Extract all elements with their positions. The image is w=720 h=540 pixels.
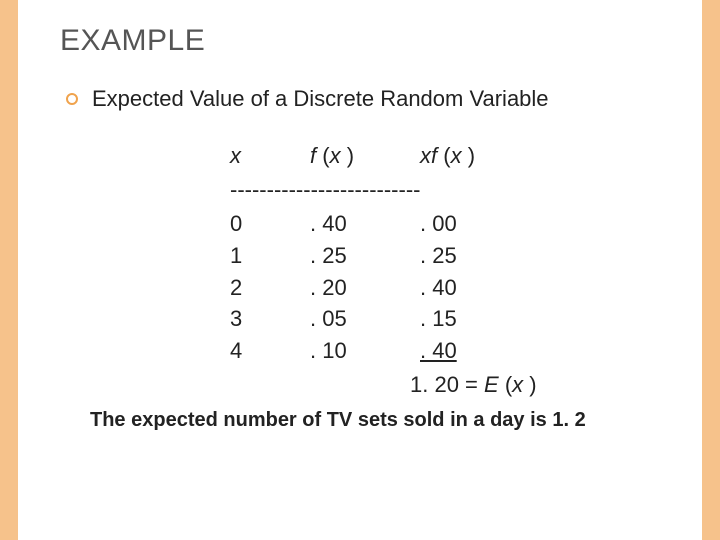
- cell-x: 4: [230, 335, 310, 367]
- result-text: 1. 20 = E (x ): [410, 369, 537, 401]
- result-row: 1. 20 = E (x ): [230, 369, 660, 401]
- table-row: 1 . 25 . 25: [230, 240, 660, 272]
- header-xfx-x1: x: [420, 143, 431, 168]
- result-pc: ): [523, 372, 536, 397]
- cell-xfx: . 40: [420, 335, 540, 367]
- content-area: EXAMPLE Expected Value of a Discrete Ran…: [60, 24, 660, 432]
- decor-stripe-right: [702, 0, 720, 540]
- header-fx-po: (: [316, 143, 329, 168]
- bullet-icon: [66, 93, 78, 105]
- slide-title: EXAMPLE: [60, 24, 660, 58]
- header-fx-x: x: [330, 143, 341, 168]
- cell-fx: . 05: [310, 303, 420, 335]
- result-po: (: [499, 372, 512, 397]
- header-xfx-pc: ): [462, 143, 475, 168]
- cell-xfx: . 15: [420, 303, 540, 335]
- result-E: E: [484, 372, 499, 397]
- cell-x: 1: [230, 240, 310, 272]
- cell-fx: . 20: [310, 272, 420, 304]
- table-header-row: x f (x ) xf (x ): [230, 140, 660, 172]
- bullet-row: Expected Value of a Discrete Random Vari…: [66, 86, 660, 112]
- table-divider: --------------------------: [230, 174, 660, 206]
- cell-fx: . 25: [310, 240, 420, 272]
- table-row: 4 . 10 . 40: [230, 335, 660, 367]
- header-fx-pc: ): [341, 143, 354, 168]
- table-row: 2 . 20 . 40: [230, 272, 660, 304]
- cell-x: 0: [230, 208, 310, 240]
- header-x-var: x: [230, 143, 241, 168]
- header-xfx-x2: x: [451, 143, 462, 168]
- ev-table: x f (x ) xf (x ) -----------------------…: [230, 140, 660, 401]
- header-xfx-po: (: [437, 143, 450, 168]
- slide: EXAMPLE Expected Value of a Discrete Ran…: [0, 0, 720, 540]
- cell-fx: . 10: [310, 335, 420, 367]
- header-x: x: [230, 140, 310, 172]
- header-xfx: xf (x ): [420, 140, 540, 172]
- bullet-text: Expected Value of a Discrete Random Vari…: [92, 86, 549, 112]
- result-value: 1. 20 =: [410, 372, 484, 397]
- result-spacer: [230, 369, 410, 401]
- footer-text: The expected number of TV sets sold in a…: [90, 409, 660, 432]
- cell-fx: . 40: [310, 208, 420, 240]
- cell-x: 2: [230, 272, 310, 304]
- cell-xfx: . 00: [420, 208, 540, 240]
- table-row: 0 . 40 . 00: [230, 208, 660, 240]
- decor-stripe-left: [0, 0, 18, 540]
- header-fx: f (x ): [310, 140, 420, 172]
- result-x: x: [512, 372, 523, 397]
- cell-xfx: . 25: [420, 240, 540, 272]
- cell-x: 3: [230, 303, 310, 335]
- cell-xfx: . 40: [420, 272, 540, 304]
- table-row: 3 . 05 . 15: [230, 303, 660, 335]
